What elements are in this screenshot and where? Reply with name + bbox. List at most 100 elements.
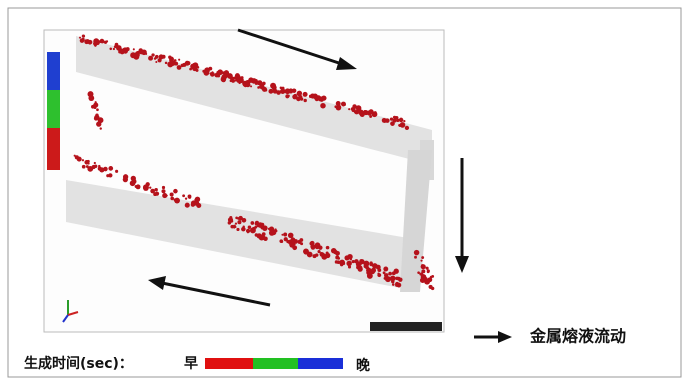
- particle: [383, 119, 387, 123]
- particle: [155, 56, 158, 59]
- particle: [135, 185, 138, 188]
- particle: [100, 127, 102, 129]
- particle: [135, 53, 140, 58]
- legend-blue: [298, 358, 343, 369]
- particle: [356, 105, 362, 111]
- particle: [230, 225, 234, 229]
- particle: [304, 99, 307, 102]
- particle: [309, 241, 313, 245]
- particle: [369, 115, 372, 118]
- particle: [237, 220, 241, 224]
- particle: [265, 227, 267, 229]
- particle: [174, 62, 178, 66]
- particle: [399, 119, 401, 121]
- particle: [425, 267, 428, 270]
- particle: [414, 256, 417, 259]
- early-label: 早: [184, 356, 198, 372]
- particle: [268, 89, 273, 94]
- particle: [397, 277, 401, 281]
- particle: [116, 45, 122, 51]
- particle: [326, 246, 330, 250]
- particle: [263, 237, 268, 242]
- particle: [235, 223, 237, 225]
- particle: [123, 174, 128, 179]
- particle: [194, 199, 197, 202]
- particle: [109, 48, 112, 51]
- color-bar-green: [47, 90, 60, 128]
- particle: [262, 82, 266, 86]
- particle: [421, 269, 425, 273]
- particle: [331, 248, 336, 253]
- particle: [236, 77, 242, 83]
- particle: [256, 81, 260, 85]
- particle: [392, 271, 396, 275]
- particle: [358, 266, 363, 271]
- particle: [94, 116, 98, 120]
- particle: [429, 285, 433, 289]
- particle: [281, 234, 283, 236]
- particle: [364, 110, 367, 113]
- particle: [94, 104, 98, 108]
- late-label: 晚: [356, 357, 370, 374]
- particle: [285, 94, 289, 98]
- particle: [284, 237, 288, 241]
- particle: [123, 50, 125, 52]
- particle: [74, 155, 76, 157]
- particle: [141, 49, 147, 55]
- particle: [312, 94, 318, 100]
- particle: [108, 166, 113, 171]
- particle: [274, 228, 276, 230]
- particle: [350, 258, 352, 260]
- particle: [392, 283, 395, 286]
- particle: [113, 48, 115, 50]
- flow-label: 金属熔液流动: [529, 327, 626, 346]
- particle: [98, 165, 100, 167]
- particle: [339, 260, 345, 266]
- particle: [96, 121, 101, 126]
- particle: [270, 83, 276, 89]
- particle: [148, 56, 153, 61]
- particle: [95, 101, 97, 103]
- particle: [320, 253, 324, 257]
- particle: [87, 160, 90, 163]
- particle: [229, 74, 233, 78]
- particle: [82, 159, 84, 161]
- particle: [284, 233, 286, 235]
- particle: [383, 267, 388, 272]
- particle: [257, 233, 262, 238]
- color-bar-blue: [47, 52, 60, 90]
- particle: [86, 39, 89, 42]
- particle: [388, 272, 392, 276]
- particle: [94, 164, 98, 168]
- particle: [283, 90, 286, 93]
- particle: [400, 122, 406, 128]
- particle: [106, 174, 109, 177]
- time-label: 生成时间(sec)：: [24, 355, 133, 372]
- particle: [384, 276, 387, 279]
- particle: [96, 108, 99, 111]
- particle: [162, 186, 165, 189]
- particle: [161, 189, 165, 193]
- particle: [170, 197, 174, 201]
- particle: [196, 69, 199, 72]
- legend-green: [253, 358, 298, 369]
- screenshot: 金属熔液流动 生成时间(sec)： 早 晚: [0, 0, 689, 385]
- particle: [232, 78, 234, 80]
- particle: [149, 187, 151, 189]
- particle: [338, 105, 341, 108]
- particle: [250, 221, 254, 225]
- particle: [365, 266, 369, 270]
- particle: [146, 182, 150, 186]
- particle: [264, 88, 267, 91]
- particle: [288, 233, 294, 239]
- particle: [104, 41, 107, 44]
- particle: [248, 225, 251, 228]
- particle: [170, 193, 174, 197]
- particle: [390, 118, 393, 121]
- particle: [427, 269, 430, 272]
- particle: [316, 244, 319, 247]
- particle: [354, 259, 358, 263]
- particle: [279, 239, 283, 243]
- particle: [170, 60, 173, 63]
- particle: [158, 58, 162, 62]
